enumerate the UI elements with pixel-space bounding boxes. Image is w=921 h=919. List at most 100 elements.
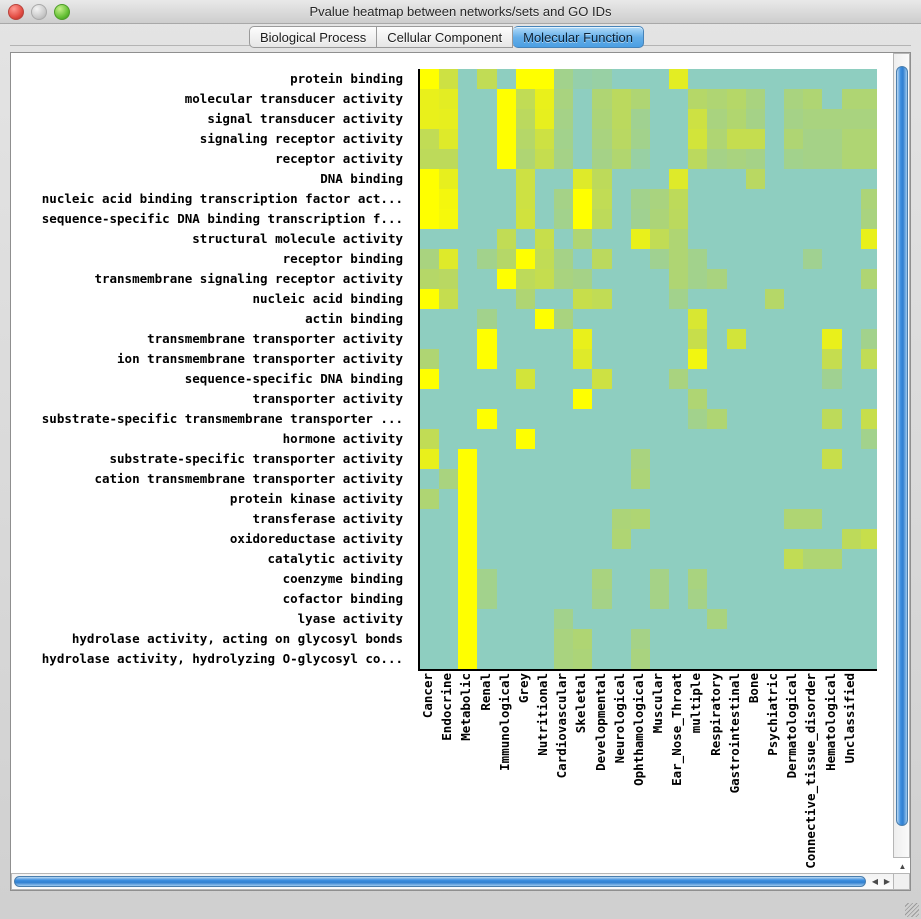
heatmap-cell[interactable] <box>592 589 612 609</box>
heatmap-cell[interactable] <box>803 429 823 449</box>
heatmap-cell[interactable] <box>726 469 746 489</box>
heatmap-cell[interactable] <box>611 409 631 429</box>
heatmap-cell[interactable] <box>496 249 516 269</box>
heatmap-cell[interactable] <box>534 469 555 489</box>
heatmap-cell[interactable] <box>573 349 593 369</box>
heatmap-cell[interactable] <box>439 169 459 189</box>
heatmap-cell[interactable] <box>860 469 877 489</box>
heatmap-cell[interactable] <box>745 369 765 389</box>
heatmap-cell[interactable] <box>573 69 593 89</box>
heatmap-cell[interactable] <box>764 209 785 229</box>
heatmap-cell[interactable] <box>611 609 631 629</box>
heatmap-cell[interactable] <box>764 369 785 389</box>
heatmap-cell[interactable] <box>592 89 612 109</box>
heatmap-cell[interactable] <box>439 89 459 109</box>
heatmap-cell[interactable] <box>592 549 612 569</box>
heatmap-cell[interactable] <box>764 289 785 309</box>
heatmap-cell[interactable] <box>784 289 804 309</box>
heatmap-cell[interactable] <box>496 129 516 149</box>
heatmap-cell[interactable] <box>592 449 612 469</box>
heatmap-cell[interactable] <box>554 469 574 489</box>
heatmap-cell[interactable] <box>420 309 440 329</box>
heatmap-cell[interactable] <box>726 69 746 89</box>
heatmap-cell[interactable] <box>630 429 650 449</box>
heatmap-cell[interactable] <box>649 189 670 209</box>
heatmap-cell[interactable] <box>534 209 555 229</box>
heatmap-cell[interactable] <box>592 189 612 209</box>
heatmap-cell[interactable] <box>726 149 746 169</box>
heatmap-cell[interactable] <box>611 149 631 169</box>
heatmap-cell[interactable] <box>611 89 631 109</box>
heatmap-cell[interactable] <box>420 569 440 589</box>
heatmap-cell[interactable] <box>534 569 555 589</box>
heatmap-cell[interactable] <box>477 489 497 509</box>
heatmap-cell[interactable] <box>764 149 785 169</box>
heatmap-cell[interactable] <box>669 129 689 149</box>
heatmap-cell[interactable] <box>630 369 650 389</box>
heatmap-cell[interactable] <box>784 109 804 129</box>
heatmap-cell[interactable] <box>688 169 708 189</box>
heatmap-cell[interactable] <box>860 349 877 369</box>
heatmap-cell[interactable] <box>764 309 785 329</box>
heatmap-cell[interactable] <box>439 109 459 129</box>
heatmap-cell[interactable] <box>611 129 631 149</box>
heatmap-cell[interactable] <box>784 609 804 629</box>
heatmap-cell[interactable] <box>592 149 612 169</box>
heatmap-cell[interactable] <box>822 269 842 289</box>
heatmap-cell[interactable] <box>458 169 478 189</box>
heatmap-cell[interactable] <box>745 589 765 609</box>
heatmap-cell[interactable] <box>534 489 555 509</box>
heatmap-cell[interactable] <box>611 549 631 569</box>
heatmap-cell[interactable] <box>573 489 593 509</box>
heatmap-cell[interactable] <box>534 229 555 249</box>
heatmap-cell[interactable] <box>745 429 765 449</box>
heatmap-cell[interactable] <box>573 589 593 609</box>
heatmap-cell[interactable] <box>439 229 459 249</box>
minimize-window-button[interactable] <box>31 4 47 20</box>
heatmap-cell[interactable] <box>439 409 459 429</box>
heatmap-cell[interactable] <box>803 469 823 489</box>
tab-cellular-component[interactable]: Cellular Component <box>377 26 514 48</box>
heatmap-cell[interactable] <box>860 129 877 149</box>
heatmap-cell[interactable] <box>554 329 574 349</box>
heatmap-cell[interactable] <box>496 209 516 229</box>
heatmap-cell[interactable] <box>764 529 785 549</box>
heatmap-cell[interactable] <box>726 349 746 369</box>
heatmap-cell[interactable] <box>745 489 765 509</box>
heatmap-cell[interactable] <box>611 489 631 509</box>
heatmap-cell[interactable] <box>669 229 689 249</box>
heatmap-cell[interactable] <box>803 409 823 429</box>
heatmap-cell[interactable] <box>784 189 804 209</box>
heatmap-cell[interactable] <box>592 329 612 349</box>
heatmap-cell[interactable] <box>803 589 823 609</box>
heatmap-cell[interactable] <box>764 489 785 509</box>
heatmap-cell[interactable] <box>458 289 478 309</box>
heatmap-cell[interactable] <box>458 489 478 509</box>
heatmap-cell[interactable] <box>515 429 535 449</box>
heatmap-cell[interactable] <box>554 269 574 289</box>
heatmap-cell[interactable] <box>745 529 765 549</box>
heatmap-cell[interactable] <box>764 189 785 209</box>
heatmap-cell[interactable] <box>764 609 785 629</box>
heatmap-cell[interactable] <box>611 329 631 349</box>
heatmap-cell[interactable] <box>573 389 593 409</box>
heatmap-cell[interactable] <box>630 469 650 489</box>
heatmap-cell[interactable] <box>496 489 516 509</box>
heatmap-cell[interactable] <box>803 449 823 469</box>
heatmap-cell[interactable] <box>745 509 765 529</box>
heatmap-cell[interactable] <box>764 449 785 469</box>
heatmap-cell[interactable] <box>841 589 861 609</box>
heatmap-cell[interactable] <box>745 229 765 249</box>
heatmap-cell[interactable] <box>649 649 670 669</box>
heatmap-cell[interactable] <box>534 369 555 389</box>
heatmap-cell[interactable] <box>649 309 670 329</box>
heatmap-cell[interactable] <box>726 549 746 569</box>
heatmap-cell[interactable] <box>630 229 650 249</box>
heatmap-cell[interactable] <box>707 569 727 589</box>
heatmap-cell[interactable] <box>649 609 670 629</box>
heatmap-cell[interactable] <box>630 129 650 149</box>
scroll-left-arrow-icon[interactable]: ◀ <box>871 877 879 886</box>
heatmap-cell[interactable] <box>841 289 861 309</box>
heatmap-cell[interactable] <box>649 89 670 109</box>
heatmap-cell[interactable] <box>707 389 727 409</box>
